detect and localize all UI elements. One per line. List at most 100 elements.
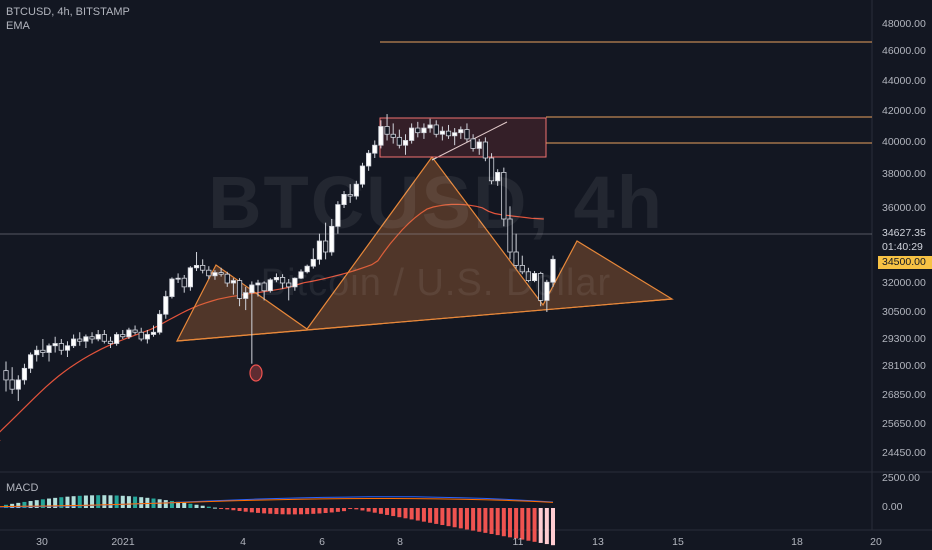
macd-histogram-bar bbox=[544, 508, 549, 545]
macd-histogram-bar bbox=[397, 508, 402, 518]
macd-histogram-bar bbox=[495, 508, 500, 536]
candle-body bbox=[396, 136, 402, 146]
candle-body bbox=[3, 370, 9, 381]
price-tick-label: 46000.00 bbox=[882, 45, 926, 57]
candle-body bbox=[89, 336, 95, 340]
price-tick-label: 24450.00 bbox=[882, 447, 926, 459]
macd-histogram-bar bbox=[163, 500, 168, 508]
macd-histogram-bar bbox=[231, 508, 236, 511]
macd-histogram-bar bbox=[366, 508, 371, 512]
macd-legend[interactable]: MACD bbox=[6, 482, 39, 494]
macd-histogram-bar bbox=[40, 499, 45, 508]
candle-body bbox=[409, 127, 415, 141]
macd-histogram-bar bbox=[65, 496, 70, 508]
candle-body bbox=[433, 124, 439, 135]
macd-histogram-bar bbox=[421, 508, 426, 522]
alert-price-tag: 34500.00 bbox=[878, 256, 932, 269]
macd-histogram-bar bbox=[292, 508, 297, 515]
macd-histogram-bar bbox=[102, 495, 107, 508]
macd-histogram-bar bbox=[10, 503, 15, 508]
candle-body bbox=[439, 130, 445, 135]
candle-body bbox=[544, 281, 550, 301]
wick-marker bbox=[249, 364, 263, 382]
candle-body bbox=[193, 264, 200, 269]
macd-histogram-bar bbox=[255, 508, 260, 513]
candle-body bbox=[230, 280, 237, 284]
macd-histogram-bar bbox=[551, 508, 555, 546]
candle-body bbox=[402, 140, 409, 146]
macd-histogram-bar bbox=[274, 508, 279, 515]
macd-histogram-bar bbox=[378, 508, 383, 514]
candle-body bbox=[507, 218, 513, 253]
macd-histogram-bar bbox=[464, 508, 469, 530]
candle-body bbox=[206, 269, 212, 277]
time-tick-label: 2021 bbox=[111, 536, 135, 548]
symbol-legend[interactable]: BTCUSD, 4h, BITSTAMP bbox=[6, 6, 130, 18]
candle-body bbox=[224, 273, 230, 284]
price-tick-label: 28100.00 bbox=[882, 360, 926, 372]
macd-histogram-bar bbox=[280, 508, 285, 515]
macd-histogram-bar bbox=[182, 502, 187, 508]
trend-line bbox=[431, 121, 508, 161]
candle-body bbox=[21, 367, 28, 381]
macd-histogram-bar bbox=[360, 508, 365, 511]
macd-histogram-bar bbox=[329, 508, 334, 513]
candle-body bbox=[421, 127, 427, 134]
macd-histogram-bar bbox=[428, 508, 433, 523]
candle-body bbox=[261, 282, 267, 292]
macd-histogram-bar bbox=[286, 508, 291, 515]
time-tick-label: 13 bbox=[592, 536, 604, 548]
candle-body bbox=[71, 338, 77, 347]
macd-histogram-bar bbox=[77, 495, 82, 508]
macd-histogram-bar bbox=[403, 508, 408, 519]
macd-histogram-bar bbox=[262, 508, 267, 514]
candle-body bbox=[384, 126, 390, 135]
candle-body bbox=[144, 334, 150, 340]
candle-body bbox=[95, 334, 101, 340]
macd-histogram-bar bbox=[139, 497, 144, 508]
neckline bbox=[176, 298, 673, 342]
macd-histogram-bar bbox=[47, 498, 52, 508]
macd-histogram-bar bbox=[538, 508, 543, 543]
candle-body bbox=[550, 258, 556, 283]
macd-histogram-bar bbox=[372, 508, 377, 513]
macd-histogram-bar bbox=[108, 495, 113, 508]
candle-body bbox=[316, 240, 323, 260]
macd-histogram-bar bbox=[169, 500, 174, 508]
ema-legend[interactable]: EMA bbox=[6, 20, 30, 32]
candle-body bbox=[501, 171, 507, 220]
candle-body bbox=[513, 251, 519, 266]
price-tick-label: 26850.00 bbox=[882, 389, 926, 401]
candle-body bbox=[538, 272, 544, 301]
candle-body bbox=[236, 280, 243, 299]
macd-histogram-bar bbox=[219, 508, 224, 509]
macd-histogram-bar bbox=[71, 496, 76, 508]
time-tick-label: 20 bbox=[870, 536, 882, 548]
macd-histogram-bar bbox=[415, 508, 420, 521]
macd-histogram-bar bbox=[311, 508, 316, 514]
macd-histogram-bar bbox=[446, 508, 451, 527]
price-tick-label: 42000.00 bbox=[882, 105, 926, 117]
candle-body bbox=[366, 152, 372, 167]
macd-histogram-bar bbox=[317, 508, 322, 514]
head-shoulders-pattern bbox=[175, 155, 674, 342]
macd-histogram-bar bbox=[354, 508, 359, 510]
candle-body bbox=[322, 240, 329, 253]
price-tick-label: 30500.00 bbox=[882, 306, 926, 318]
candle-body bbox=[114, 334, 120, 344]
candle-body bbox=[452, 132, 458, 137]
macd-histogram-bar bbox=[452, 508, 457, 528]
candle-body bbox=[329, 225, 335, 253]
macd-histogram-bar bbox=[348, 508, 353, 509]
macd-histogram-bar bbox=[114, 495, 119, 508]
macd-histogram-bar bbox=[385, 508, 390, 515]
macd-histogram-bar bbox=[391, 508, 396, 517]
macd-histogram-bar bbox=[489, 508, 494, 534]
macd-histogram-bar bbox=[268, 508, 273, 514]
candle-body bbox=[200, 264, 206, 271]
price-tick-label: 44000.00 bbox=[882, 75, 926, 87]
macd-histogram-bar bbox=[477, 508, 482, 532]
candle-body bbox=[310, 258, 316, 267]
